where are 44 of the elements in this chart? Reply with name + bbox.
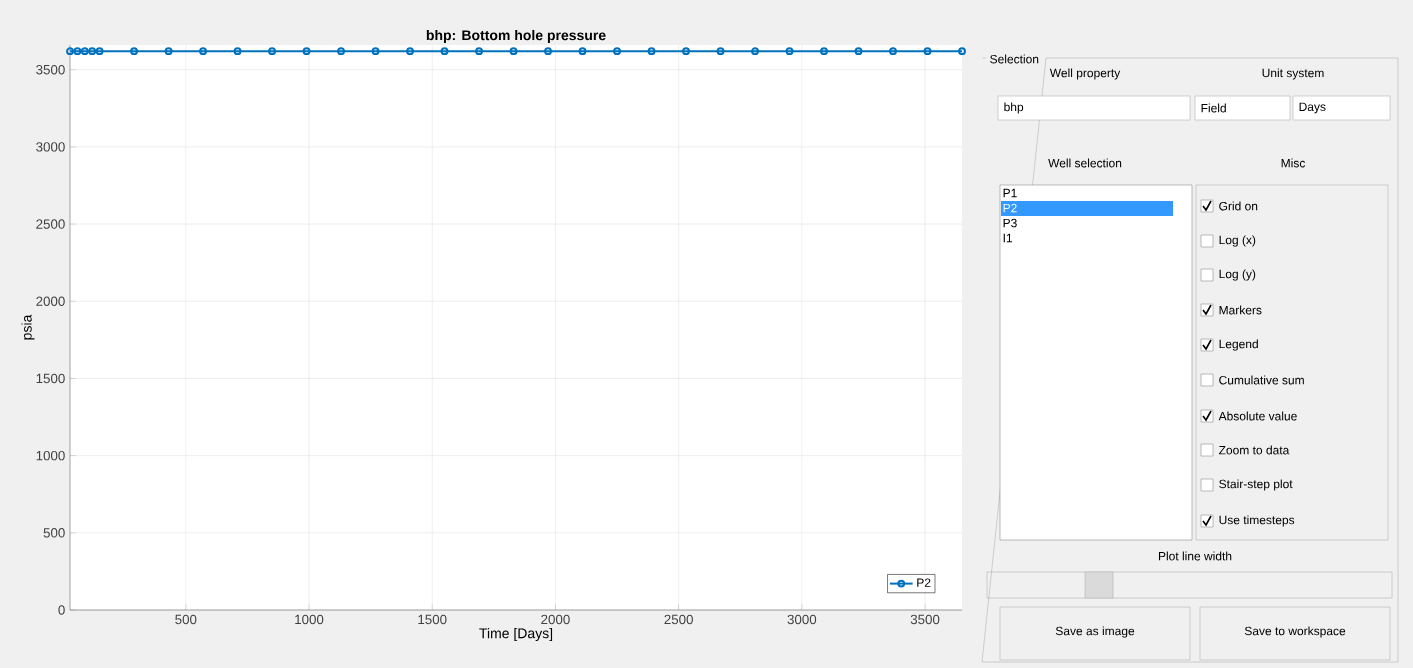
y-tick-label: 2000 xyxy=(36,296,65,306)
text: Field xyxy=(1201,103,1226,113)
y-tick-label: 3000 xyxy=(36,142,65,152)
text: Grid on xyxy=(1219,201,1258,211)
y-tick-label: 0 xyxy=(58,605,65,615)
y-tick-label: 2500 xyxy=(36,219,65,229)
text: Cumulative sum xyxy=(1219,375,1304,385)
x-tick-label: 2000 xyxy=(541,614,570,625)
x-tick-label: 3000 xyxy=(787,614,817,625)
text: Save as image xyxy=(1055,626,1135,638)
y-tick-label: 500 xyxy=(43,528,65,538)
text: P2 xyxy=(1003,203,1017,213)
text: I1 xyxy=(1003,233,1013,243)
text: Selection xyxy=(990,54,1039,64)
text: Plot line width xyxy=(1158,551,1232,561)
y-axis-title: psia xyxy=(21,314,35,340)
x-tick-label: 3500 xyxy=(910,614,940,625)
text: Legend xyxy=(1219,339,1258,351)
text: Misc xyxy=(1281,158,1306,168)
y-tick-label: 3500 xyxy=(36,64,65,75)
x-tick-label: 2500 xyxy=(664,614,693,625)
y-tick-label: 1000 xyxy=(36,450,65,461)
text: Stair-step plot xyxy=(1219,479,1293,491)
text: Absolute value xyxy=(1218,411,1297,421)
text: Log (x) xyxy=(1219,235,1256,247)
x-tick-label: 1500 xyxy=(418,614,447,625)
text: Days xyxy=(1299,102,1326,114)
text: Well property xyxy=(1049,68,1121,80)
x-tick-label: 1000 xyxy=(295,614,324,625)
text: Save to workspace xyxy=(1244,626,1346,638)
text: Log (y) xyxy=(1219,269,1256,281)
legend-label: P2 xyxy=(917,578,931,587)
text: Unit system xyxy=(1262,68,1324,80)
text: Use timesteps xyxy=(1219,515,1295,527)
x-axis-title: Time [Days] xyxy=(479,627,553,642)
text: bhp xyxy=(1004,102,1024,114)
x-tick-label: 500 xyxy=(175,614,197,625)
y-tick-label: 1500 xyxy=(36,373,65,384)
text: P1 xyxy=(1003,188,1017,198)
chart-title: bhp: Bottom hole pressure xyxy=(426,29,606,43)
text: Markers xyxy=(1219,305,1262,315)
text: Zoom to data xyxy=(1218,445,1290,455)
text: P3 xyxy=(1003,218,1017,228)
text: Well selection xyxy=(1048,158,1122,168)
